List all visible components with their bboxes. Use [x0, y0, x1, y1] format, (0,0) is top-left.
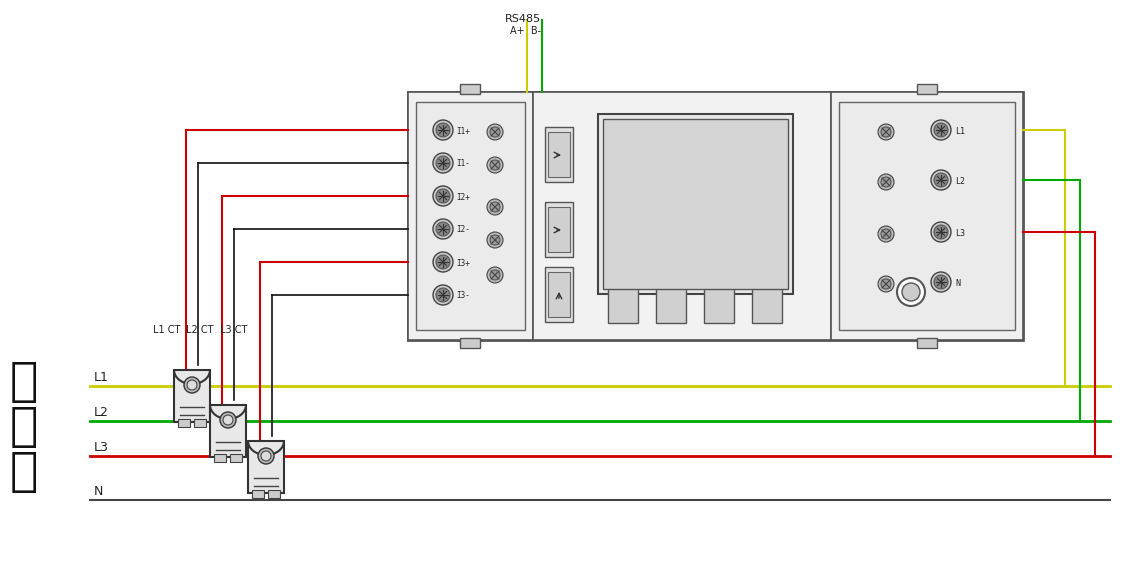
Text: 载: 载 — [10, 450, 39, 495]
Circle shape — [931, 222, 951, 242]
Circle shape — [489, 127, 500, 137]
Bar — [917, 84, 937, 94]
Circle shape — [258, 448, 274, 464]
Circle shape — [934, 173, 948, 187]
Text: L1: L1 — [94, 371, 109, 384]
Circle shape — [489, 202, 500, 212]
Bar — [214, 454, 225, 462]
Bar — [408, 92, 1023, 340]
Circle shape — [436, 288, 450, 302]
Circle shape — [489, 270, 500, 280]
Circle shape — [487, 157, 503, 173]
Circle shape — [436, 123, 450, 137]
Bar — [548, 132, 570, 177]
Text: I2+: I2+ — [455, 192, 470, 201]
Circle shape — [487, 267, 503, 283]
Bar — [408, 92, 533, 340]
Bar — [533, 92, 830, 340]
Circle shape — [931, 272, 951, 292]
Bar — [545, 202, 573, 257]
Bar — [194, 419, 206, 427]
Circle shape — [487, 124, 503, 140]
Circle shape — [261, 451, 271, 461]
Bar — [598, 114, 793, 294]
Circle shape — [489, 160, 500, 170]
Bar — [704, 285, 734, 323]
Bar — [252, 490, 264, 498]
Bar — [917, 338, 937, 348]
Circle shape — [223, 415, 233, 425]
Bar — [460, 338, 480, 348]
Circle shape — [436, 156, 450, 170]
Bar — [752, 285, 782, 323]
Circle shape — [433, 285, 453, 305]
Bar — [603, 119, 787, 289]
Text: I1+: I1+ — [455, 126, 470, 135]
Bar — [608, 285, 638, 323]
Circle shape — [433, 252, 453, 272]
Circle shape — [931, 170, 951, 190]
Circle shape — [433, 120, 453, 140]
Circle shape — [878, 276, 894, 292]
Circle shape — [489, 235, 500, 245]
Circle shape — [902, 283, 920, 301]
Circle shape — [878, 124, 894, 140]
Circle shape — [433, 153, 453, 173]
Circle shape — [220, 412, 236, 428]
Bar — [545, 127, 573, 182]
Circle shape — [934, 275, 948, 289]
Text: L2: L2 — [94, 406, 109, 419]
Circle shape — [433, 219, 453, 239]
Text: L1: L1 — [955, 126, 965, 135]
Text: I1-: I1- — [455, 159, 470, 168]
Circle shape — [184, 377, 201, 393]
Text: I3-: I3- — [455, 291, 470, 301]
Bar — [830, 92, 1023, 340]
Bar — [548, 272, 570, 317]
Circle shape — [934, 225, 948, 239]
Bar — [230, 454, 242, 462]
Bar — [174, 370, 210, 422]
Bar — [840, 102, 1015, 330]
Text: N: N — [955, 278, 960, 288]
Circle shape — [881, 279, 891, 289]
Bar — [548, 207, 570, 252]
Circle shape — [187, 380, 197, 390]
Bar — [460, 84, 480, 94]
Bar — [656, 285, 685, 323]
Text: L2: L2 — [955, 177, 965, 185]
Bar — [210, 405, 246, 457]
Bar — [269, 490, 280, 498]
Circle shape — [436, 255, 450, 269]
Text: N: N — [94, 485, 103, 498]
Text: 到: 到 — [10, 360, 39, 405]
Circle shape — [881, 127, 891, 137]
Circle shape — [881, 229, 891, 239]
Circle shape — [897, 278, 925, 306]
Text: L1 CT: L1 CT — [153, 325, 180, 335]
Circle shape — [436, 222, 450, 236]
Text: L3: L3 — [94, 441, 109, 454]
Circle shape — [878, 226, 894, 242]
Text: A+  B-: A+ B- — [510, 26, 542, 36]
Text: RS485: RS485 — [505, 14, 542, 24]
Text: 负: 负 — [10, 405, 39, 450]
Circle shape — [934, 123, 948, 137]
Circle shape — [487, 199, 503, 215]
Circle shape — [881, 177, 891, 187]
Circle shape — [433, 186, 453, 206]
Text: L3: L3 — [955, 229, 965, 237]
Circle shape — [878, 174, 894, 190]
Bar — [416, 102, 525, 330]
Bar — [545, 267, 573, 322]
Text: I2-: I2- — [455, 225, 470, 234]
Bar — [248, 441, 284, 493]
Text: L2 CT: L2 CT — [186, 325, 213, 335]
Circle shape — [436, 189, 450, 203]
Text: L3 CT: L3 CT — [220, 325, 247, 335]
Circle shape — [931, 120, 951, 140]
Text: I3+: I3+ — [455, 258, 470, 267]
Bar — [178, 419, 190, 427]
Circle shape — [487, 232, 503, 248]
